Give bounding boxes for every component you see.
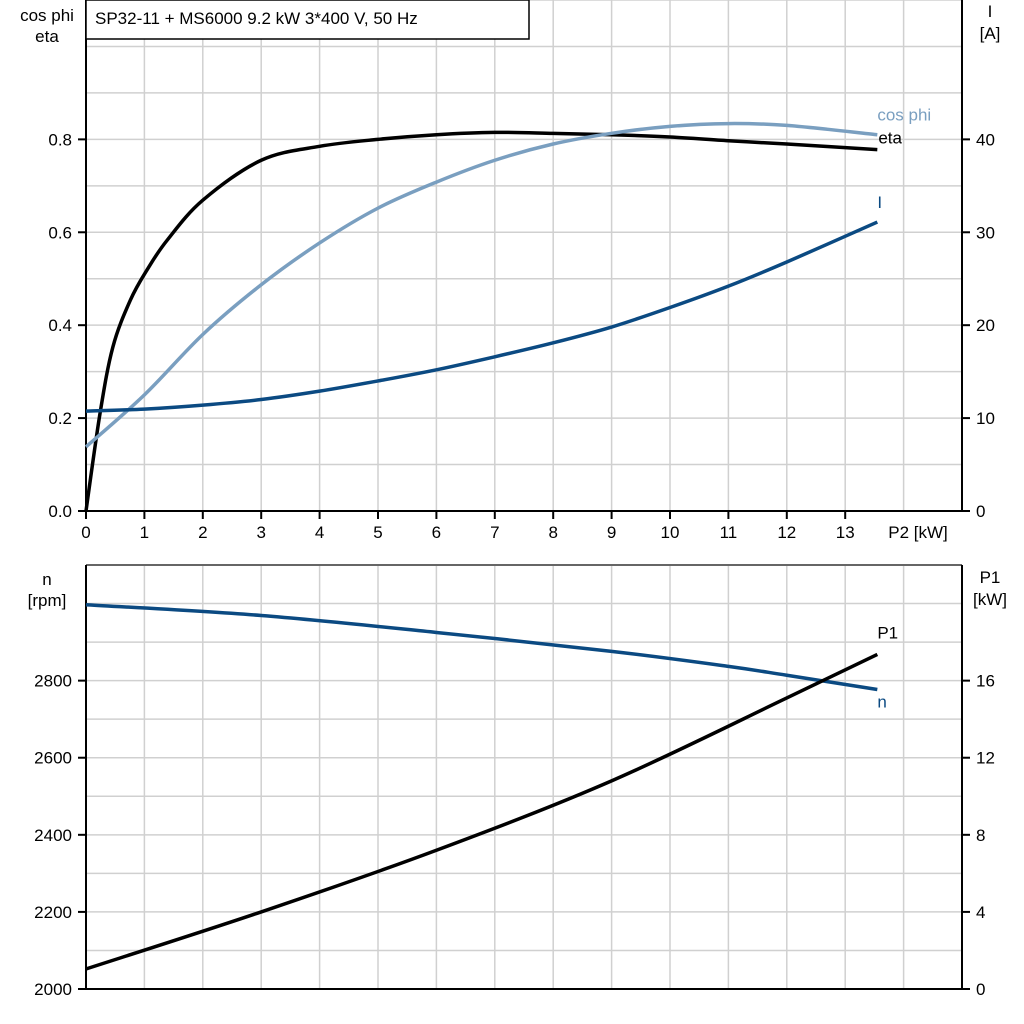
y-axis-label-right: [kW] bbox=[973, 590, 1007, 609]
series-label-eta: eta bbox=[878, 129, 902, 148]
x-tick-label: 0 bbox=[81, 523, 90, 542]
y-tick-label-right: 20 bbox=[976, 316, 995, 335]
y-axis-label-left: cos phi bbox=[20, 6, 74, 25]
y-tick-label-left: 0.8 bbox=[48, 130, 72, 149]
x-tick-label: 12 bbox=[777, 523, 796, 542]
series-line-i bbox=[85, 220, 879, 413]
y-tick-label-left: 2200 bbox=[34, 903, 72, 922]
panel-efficiency-current: 0.0 0.2 0.4 0.6 0.8 0 10 20 30 40 cos phi eta I [A] 0 1… bbox=[20, 0, 1000, 542]
y-tick-label-left: 2800 bbox=[34, 672, 72, 691]
y-axis-label-left: [rpm] bbox=[28, 591, 67, 610]
y-tick-label-right: 4 bbox=[976, 903, 985, 922]
y-tick-label-left: 2400 bbox=[34, 826, 72, 845]
y-tick-label-left: 0.6 bbox=[48, 223, 72, 242]
y-axis-label-right: I bbox=[988, 2, 993, 21]
x-tick-label: 3 bbox=[256, 523, 265, 542]
y-tick-label-right: 0 bbox=[976, 502, 985, 521]
title-box bbox=[85, 0, 530, 40]
y-axis-label-left: n bbox=[42, 570, 51, 589]
y-tick-label-left: 0.4 bbox=[48, 316, 72, 335]
x-tick-label: 9 bbox=[607, 523, 616, 542]
y-tick-label-right: 10 bbox=[976, 409, 995, 428]
x-tick-label: 8 bbox=[548, 523, 557, 542]
series-label-i: I bbox=[877, 193, 882, 212]
y-tick-label-right: 0 bbox=[976, 980, 985, 999]
y-tick-label-left: 0.2 bbox=[48, 409, 72, 428]
series-label-cos-phi: cos phi bbox=[877, 106, 931, 125]
x-tick-label: 4 bbox=[315, 523, 324, 542]
x-axis-label: P2 [kW] bbox=[888, 523, 948, 542]
x-tick-label: 7 bbox=[490, 523, 499, 542]
series-line-p1 bbox=[85, 652, 879, 971]
series-line-cos-phi bbox=[84, 121, 878, 449]
x-tick-label: 13 bbox=[836, 523, 855, 542]
x-tick-label: 11 bbox=[720, 523, 738, 542]
x-tick-label: 5 bbox=[373, 523, 382, 542]
y-tick-label-right: 30 bbox=[976, 223, 995, 242]
y-axis-label-right: P1 bbox=[980, 568, 1001, 587]
chart-title: SP32-11 + MS6000 9.2 kW 3*400 V, 50 Hz bbox=[95, 9, 418, 28]
y-axis-label-right: [A] bbox=[980, 24, 1001, 43]
y-axis-label-left: eta bbox=[35, 27, 59, 46]
series-line-n bbox=[85, 602, 878, 692]
x-tick-label: 2 bbox=[198, 523, 207, 542]
y-tick-label-left: 2600 bbox=[34, 749, 72, 768]
x-tick-label: 10 bbox=[661, 523, 680, 542]
y-tick-label-right: 16 bbox=[976, 672, 995, 691]
series-label-p1: P1 bbox=[877, 623, 898, 642]
x-tick-label: 6 bbox=[432, 523, 441, 542]
y-tick-label-right: 8 bbox=[976, 826, 985, 845]
x-tick-label: 1 bbox=[140, 523, 149, 542]
series-label-n: n bbox=[877, 693, 886, 712]
panel-speed-power: 2000 2200 2400 2600 2800 0 4 8 12 16 n [rpm] P1 [kW] n… bbox=[28, 564, 1007, 999]
series-line-eta bbox=[84, 130, 878, 512]
y-tick-label-right: 12 bbox=[976, 749, 995, 768]
y-tick-label-left: 2000 bbox=[34, 980, 72, 999]
y-tick-label-left: 0.0 bbox=[48, 502, 72, 521]
y-tick-label-right: 40 bbox=[976, 130, 995, 149]
